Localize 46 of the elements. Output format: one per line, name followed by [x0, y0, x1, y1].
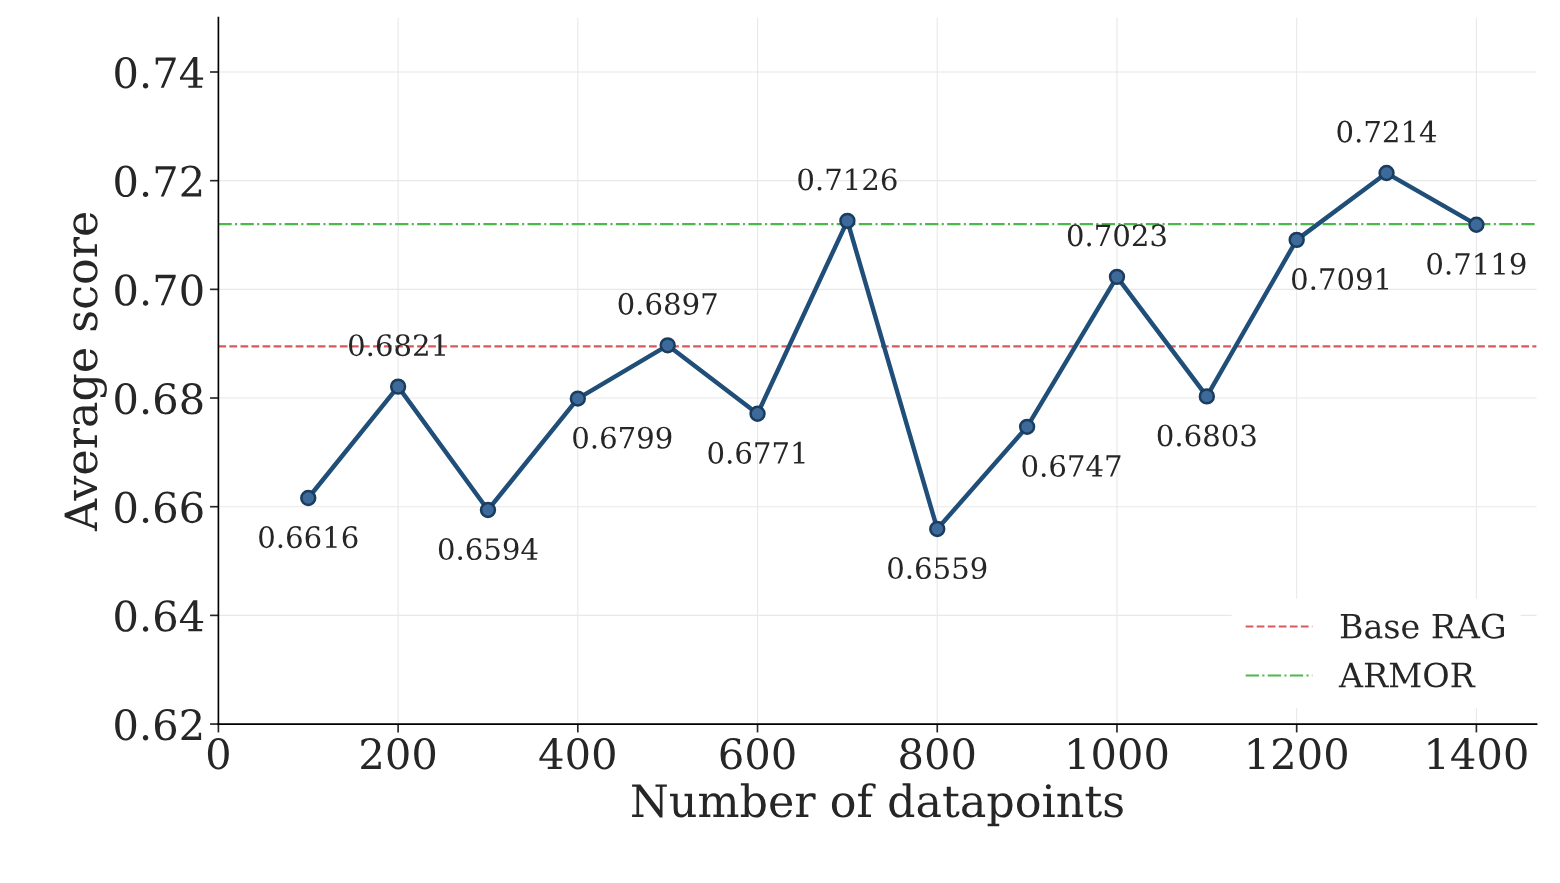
y-axis-title: Average score [64, 212, 107, 532]
point [1198, 388, 1216, 405]
point [1288, 231, 1305, 249]
point [659, 337, 676, 354]
data-label: 0.6799 [573, 426, 672, 449]
data-label: 0.7091 [1292, 267, 1389, 291]
data-label: 0.6559 [888, 557, 987, 580]
legend-label: ARMOR [1338, 662, 1476, 688]
data-label: 0.6803 [1157, 424, 1256, 447]
y-tick-label: 0.72 [115, 165, 202, 198]
data-label: 0.6616 [259, 526, 358, 549]
data-label: 0.7214 [1337, 120, 1437, 143]
x-tick-label: 1000 [1069, 737, 1168, 770]
x-tick-label: 200 [361, 737, 436, 770]
y-tick-label: 0.62 [115, 708, 202, 741]
point [569, 390, 587, 407]
data-label: 0.6594 [438, 538, 538, 561]
data-label: 0.7126 [798, 168, 897, 191]
x-tick-label: 1400 [1428, 737, 1527, 770]
y-tick-label: 0.74 [115, 56, 204, 89]
x-tick-label: 1200 [1248, 737, 1347, 770]
point [839, 212, 856, 230]
data-label: 0.7023 [1067, 224, 1166, 247]
point [479, 501, 497, 519]
x-tick-label: 400 [539, 737, 615, 770]
point [1018, 418, 1036, 436]
y-tick-label: 0.66 [115, 491, 203, 524]
legend-label: Base RAG [1340, 613, 1504, 639]
y-tick-label: 0.64 [115, 600, 204, 632]
data-label: 0.7119 [1427, 252, 1526, 275]
x-axis-title: Number of datapoints [632, 783, 1123, 827]
data-label: 0.6897 [618, 292, 717, 315]
point [929, 520, 946, 538]
point [1378, 164, 1395, 182]
x-tick-label: 800 [900, 737, 975, 770]
x-tick-label: 0 [207, 737, 229, 770]
y-tick-label: 0.68 [115, 382, 203, 415]
y-tick-label: 0.70 [115, 274, 203, 306]
data-label: 0.6771 [708, 441, 805, 464]
point [749, 405, 766, 422]
x-tick-label: 600 [720, 737, 795, 770]
data-label: 0.6747 [1022, 454, 1121, 477]
point [389, 378, 407, 395]
point [300, 489, 317, 507]
point [1468, 216, 1485, 233]
point [1108, 268, 1126, 286]
